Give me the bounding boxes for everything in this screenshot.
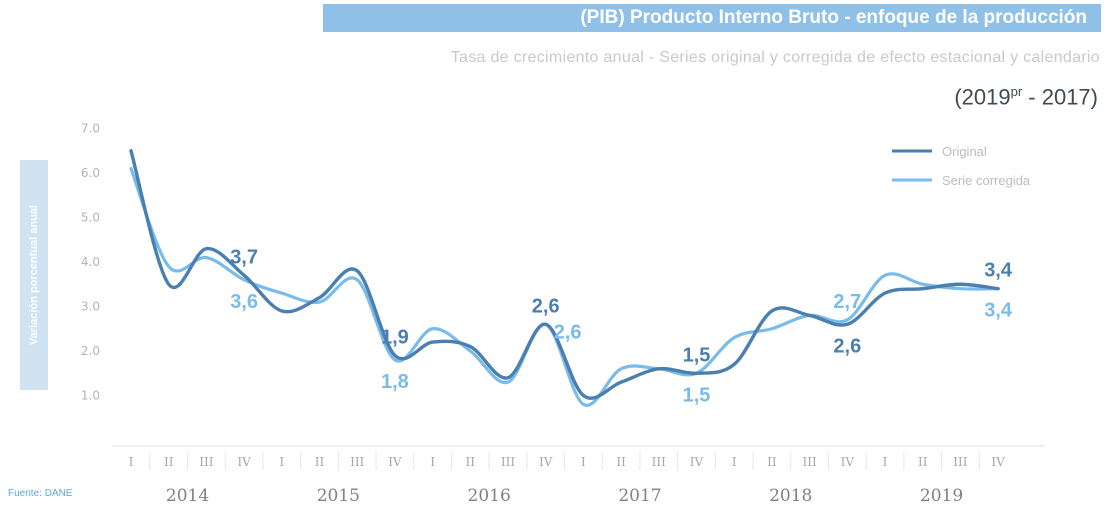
- period-superscript: pr: [1010, 84, 1023, 99]
- y-tick-label: 1.0: [81, 389, 100, 403]
- quarter-label: IV: [991, 455, 1005, 469]
- y-tick-label: 7.0: [81, 122, 100, 136]
- data-label: 3,7: [230, 246, 258, 268]
- data-label: 3,4: [984, 260, 1013, 282]
- data-label: 2,6: [554, 321, 582, 343]
- data-label: 1,8: [381, 371, 409, 393]
- series-corregida-line: [129, 166, 1000, 407]
- quarter-label: II: [918, 455, 928, 469]
- quarter-label: II: [315, 455, 325, 469]
- quarter-label: IV: [237, 455, 251, 469]
- quarter-label: III: [953, 455, 967, 469]
- quarter-label: II: [767, 455, 777, 469]
- y-tick-label: 3.0: [81, 300, 100, 314]
- quarter-label: IV: [539, 455, 553, 469]
- data-label: 1,9: [381, 326, 409, 348]
- y-tick-label: 6.0: [81, 166, 100, 180]
- chart-period: (2019pr - 2017): [954, 84, 1098, 110]
- year-label: 2016: [468, 486, 511, 506]
- quarter-label: III: [652, 455, 666, 469]
- data-label: 2,7: [833, 291, 861, 313]
- year-label: 2014: [166, 486, 209, 506]
- quarter-label: I: [883, 455, 888, 469]
- quarter-label: IV: [841, 455, 855, 469]
- quarter-label: I: [581, 455, 586, 469]
- y-axis-title-box: Variación porcentual anual: [20, 160, 48, 390]
- quarter-label: III: [199, 455, 213, 469]
- quarter-label: I: [732, 455, 737, 469]
- quarter-label: II: [616, 455, 626, 469]
- period-end: - 2017): [1022, 84, 1098, 110]
- quarter-label: I: [279, 455, 284, 469]
- year-label: 2017: [618, 486, 661, 506]
- y-tick-label: 5.0: [81, 211, 100, 225]
- title-banner: (PIB) Producto Interno Bruto - enfoque d…: [323, 4, 1101, 32]
- period-start: (2019: [954, 84, 1011, 110]
- year-label: 2015: [317, 486, 360, 506]
- quarter-label: IV: [388, 455, 402, 469]
- series-original-line: [129, 149, 1000, 400]
- legend-label-corregida: Serie corregida: [942, 173, 1031, 188]
- quarter-label: IV: [690, 455, 704, 469]
- data-label: 1,5: [683, 344, 711, 366]
- quarter-label: II: [164, 455, 174, 469]
- data-label: 2,6: [833, 335, 861, 357]
- quarter-label: III: [350, 455, 364, 469]
- quarter-label: III: [501, 455, 515, 469]
- year-label: 2019: [920, 486, 963, 506]
- y-tick-label: 2.0: [81, 344, 100, 358]
- data-label: 3,6: [230, 291, 258, 313]
- data-label: 1,5: [683, 384, 711, 406]
- quarter-label: I: [129, 455, 134, 469]
- quarter-label: I: [430, 455, 435, 469]
- data-label: 3,4: [984, 300, 1013, 322]
- chart-subtitle: Tasa de crecimiento anual - Series origi…: [450, 49, 1100, 66]
- quarter-label: II: [466, 455, 476, 469]
- quarter-label: III: [802, 455, 816, 469]
- chart-title: (PIB) Producto Interno Bruto - enfoque d…: [580, 7, 1087, 28]
- y-tick-label: 4.0: [81, 255, 100, 269]
- year-label: 2018: [769, 486, 812, 506]
- source-note: Fuente: DANE: [8, 488, 73, 499]
- legend-label-original: Original: [942, 144, 987, 159]
- data-label: 2,6: [532, 295, 560, 317]
